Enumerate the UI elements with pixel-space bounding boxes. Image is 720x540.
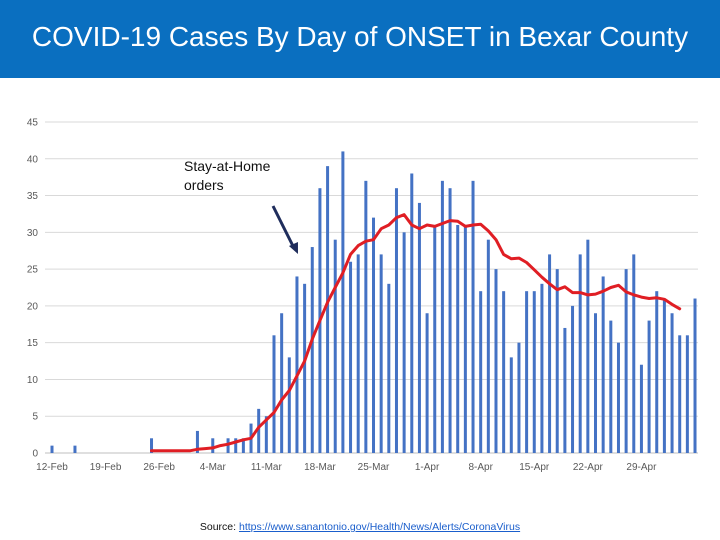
bar	[241, 438, 245, 453]
bar	[540, 283, 544, 453]
bar	[571, 305, 575, 453]
bar	[517, 342, 521, 453]
bar	[264, 416, 268, 453]
bar	[417, 202, 421, 453]
bar	[425, 313, 429, 453]
bar	[609, 320, 613, 453]
bar	[678, 335, 682, 453]
bar	[486, 239, 490, 453]
x-tick-label: 26-Feb	[143, 462, 175, 473]
bar	[662, 298, 666, 453]
annotation-text: orders	[184, 177, 224, 193]
bar	[211, 438, 215, 453]
bar	[594, 313, 598, 453]
x-tick-label: 22-Apr	[573, 462, 604, 473]
bar	[509, 357, 513, 453]
bar	[440, 180, 444, 453]
annotation-arrowhead	[288, 242, 298, 254]
x-tick-label: 29-Apr	[626, 462, 657, 473]
bar	[532, 291, 536, 453]
bar	[670, 313, 674, 453]
bar	[50, 445, 54, 453]
bar	[295, 276, 299, 453]
bar	[456, 224, 460, 453]
bar	[555, 269, 559, 453]
source-link[interactable]: https://www.sanantonio.gov/Health/News/A…	[238, 521, 521, 533]
x-tick-label: 19-Feb	[90, 462, 122, 473]
bar	[639, 364, 643, 453]
bar	[402, 232, 406, 453]
bar	[372, 217, 376, 453]
y-tick-label: 10	[27, 375, 39, 386]
bar	[471, 180, 475, 453]
y-tick-label: 20	[27, 301, 39, 312]
source-label: Source:	[199, 521, 239, 533]
bar	[310, 247, 314, 453]
bar	[494, 269, 498, 453]
bar	[387, 283, 391, 453]
y-tick-label: 25	[27, 265, 39, 276]
bar	[272, 335, 276, 453]
bar	[349, 261, 353, 453]
bar	[333, 239, 337, 453]
bar	[195, 430, 199, 453]
x-tick-label: 4-Mar	[200, 462, 227, 473]
y-tick-label: 35	[27, 191, 39, 202]
moving-average-line	[150, 213, 682, 453]
bar	[394, 188, 398, 453]
x-tick-label: 18-Mar	[304, 462, 336, 473]
bar	[685, 335, 689, 453]
annotation-text: Stay-at-Home	[184, 158, 271, 174]
bar	[616, 342, 620, 453]
bar	[624, 269, 628, 453]
bar	[234, 438, 238, 453]
bar	[287, 357, 291, 453]
bar	[364, 180, 368, 453]
bar	[563, 327, 567, 453]
bar	[655, 291, 659, 453]
bar	[326, 166, 330, 453]
annotation-arrow	[271, 205, 296, 249]
bar	[379, 254, 383, 453]
bar	[548, 254, 552, 453]
bar	[586, 239, 590, 453]
x-tick-label: 11-Mar	[251, 462, 283, 473]
y-tick-label: 45	[27, 118, 39, 129]
y-tick-label: 5	[32, 412, 38, 423]
bar	[410, 173, 414, 453]
bar	[601, 276, 605, 453]
bar	[73, 445, 77, 453]
bar	[257, 408, 261, 453]
bar	[578, 254, 582, 453]
bar	[303, 283, 307, 453]
bar	[356, 254, 360, 453]
bar	[341, 151, 345, 453]
bar	[479, 291, 483, 453]
title-banner	[0, 0, 720, 78]
x-tick-label: 12-Feb	[36, 462, 68, 473]
bar	[280, 313, 284, 453]
x-tick-label: 15-Apr	[519, 462, 550, 473]
y-tick-label: 40	[27, 154, 39, 165]
bar	[632, 254, 636, 453]
bar	[502, 291, 506, 453]
bar	[448, 188, 452, 453]
x-tick-label: 1-Apr	[415, 462, 440, 473]
y-tick-label: 30	[27, 228, 39, 239]
bar	[463, 224, 467, 453]
chart-title: COVID-19 Cases By Day of ONSET in Bexar …	[31, 21, 689, 52]
bar	[433, 224, 437, 453]
y-tick-label: 15	[27, 338, 39, 349]
bar	[693, 298, 697, 453]
x-tick-label: 8-Apr	[468, 462, 493, 473]
x-tick-label: 25-Mar	[358, 462, 390, 473]
bar	[150, 438, 154, 453]
y-tick-label: 0	[32, 449, 38, 460]
bar	[525, 291, 529, 453]
bar	[647, 320, 651, 453]
source-note: Source: https://www.sanantonio.gov/Healt…	[0, 521, 720, 533]
chart-area: 0 5 10 15 20 25 30 35 40 45 12-Feb 19-Feb 26-Feb 4-Ma…	[27, 118, 698, 473]
